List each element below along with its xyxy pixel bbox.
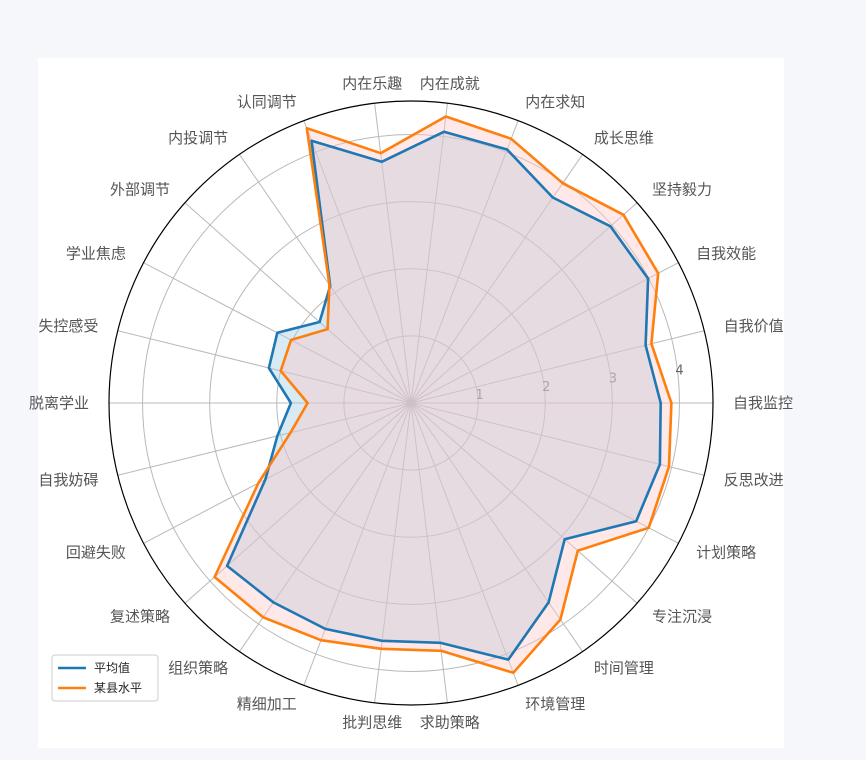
legend-entry: 平均值 xyxy=(94,660,130,675)
spoke-line xyxy=(143,402,412,544)
category-label: 坚持毅力 xyxy=(652,181,712,199)
spoke-line xyxy=(184,402,412,604)
r-tick-label: 2 xyxy=(542,380,550,395)
category-label: 精细加工 xyxy=(237,695,297,713)
r-tick-label: 1 xyxy=(475,388,483,403)
spoke-line xyxy=(117,402,412,476)
spoke-line xyxy=(410,120,519,404)
category-label: 专注沉浸 xyxy=(652,608,712,626)
spoke-line xyxy=(410,103,448,404)
category-label: 认同调节 xyxy=(237,93,297,111)
spoke-line xyxy=(410,402,705,476)
spoke-line xyxy=(410,402,448,703)
category-label: 回避失败 xyxy=(66,544,126,562)
category-label: 复述策略 xyxy=(110,608,170,626)
spoke-line xyxy=(374,402,412,703)
spoke-line xyxy=(117,330,412,404)
category-label: 内在乐趣 xyxy=(342,74,402,92)
outer-frame xyxy=(108,100,714,706)
spoke-line xyxy=(410,402,638,604)
category-label: 反思改进 xyxy=(724,471,784,489)
category-label: 批判思维 xyxy=(342,714,402,732)
spoke-line xyxy=(303,402,412,686)
spoke-line xyxy=(410,330,705,404)
category-label: 失控感受 xyxy=(38,317,98,335)
legend-entry: 某县水平 xyxy=(94,681,142,695)
line-layer xyxy=(213,115,673,675)
category-label: 内在成就 xyxy=(420,74,480,92)
category-label: 外部调节 xyxy=(110,181,170,199)
spoke-line xyxy=(303,120,412,404)
series-line-1 xyxy=(225,130,663,661)
category-label: 自我效能 xyxy=(696,244,756,262)
category-label: 自我监控 xyxy=(733,394,793,412)
r-tick-label: 4 xyxy=(675,364,683,379)
spoke-line xyxy=(410,402,519,686)
series-fill-1 xyxy=(227,131,661,660)
series-fill-2 xyxy=(214,116,672,673)
spoke-line xyxy=(410,262,679,404)
legend-box xyxy=(51,654,159,702)
spoke-line xyxy=(410,154,583,404)
category-label: 自我价值 xyxy=(724,317,784,335)
spoke-line xyxy=(410,402,583,652)
category-label: 内投调节 xyxy=(168,129,228,147)
category-label: 学业焦虑 xyxy=(66,244,126,262)
spoke-line xyxy=(184,202,412,404)
r-tick-label: 3 xyxy=(609,372,617,387)
spoke-line xyxy=(239,154,412,404)
category-label: 求助策略 xyxy=(420,714,480,732)
category-label: 内在求知 xyxy=(525,93,585,111)
fill-layer xyxy=(214,116,672,673)
spoke-line xyxy=(410,402,679,544)
category-label: 时间管理 xyxy=(594,659,654,677)
category-label: 成长思维 xyxy=(594,129,654,147)
category-label: 自我妨碍 xyxy=(38,471,98,489)
grid-layer: 1 2 3 4 xyxy=(108,100,714,706)
category-label: 脱离学业 xyxy=(29,394,89,412)
category-label: 组织策略 xyxy=(168,659,228,677)
spoke-line xyxy=(410,202,638,404)
category-label: 计划策略 xyxy=(696,544,756,562)
series-line-2 xyxy=(213,115,673,675)
spoke-line xyxy=(239,402,412,652)
category-label: 环境管理 xyxy=(525,695,585,713)
